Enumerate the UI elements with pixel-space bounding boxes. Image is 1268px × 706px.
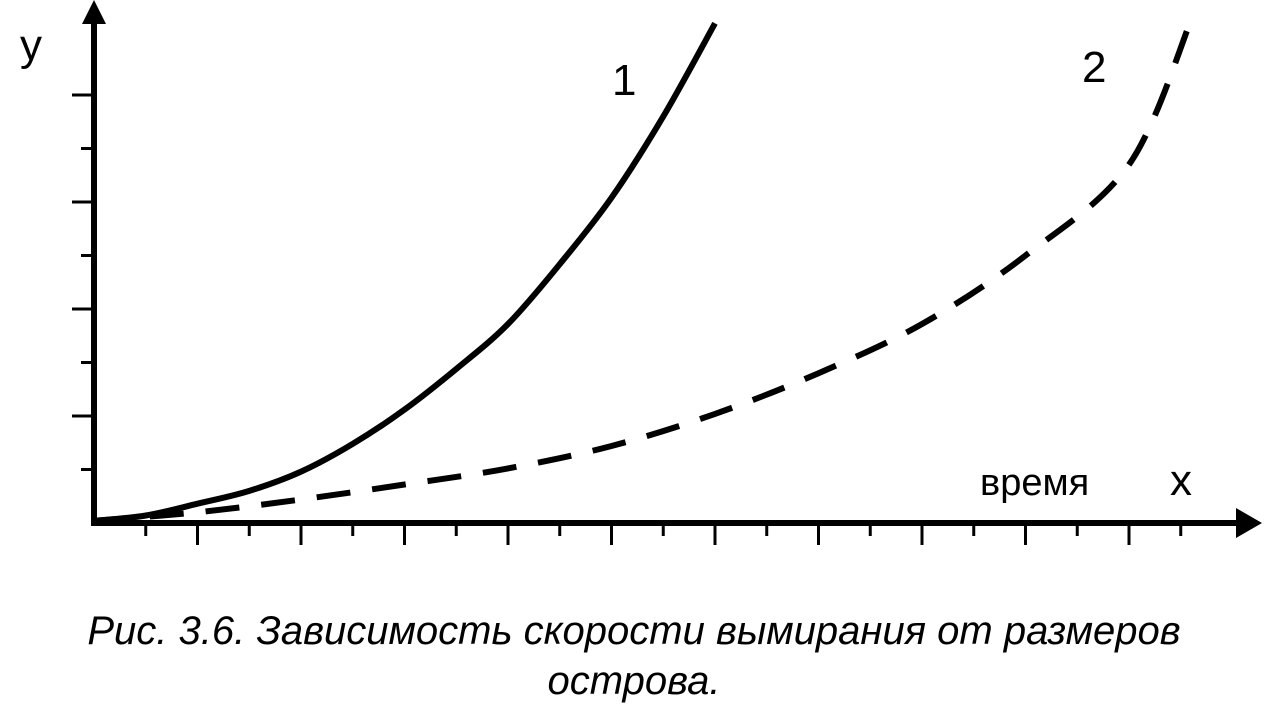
y-axis-label: y — [20, 21, 42, 70]
caption-line-1: Рис. 3.6. Зависимость скорости вымирания… — [87, 609, 1181, 653]
plot-area — [93, 18, 1194, 524]
series-label-1: 1 — [612, 56, 636, 105]
x-axis-label: x — [1170, 456, 1192, 505]
series-line-2 — [93, 18, 1194, 524]
series-line-1 — [93, 21, 718, 524]
figure-caption: Рис. 3.6. Зависимость скорости вымирания… — [0, 606, 1268, 706]
series-label-2: 2 — [1082, 43, 1106, 92]
time-annotation: время — [980, 462, 1089, 504]
y-axis-arrow — [82, 0, 106, 24]
caption-line-2: острова. — [547, 659, 721, 703]
x-axis-arrow — [1236, 508, 1262, 538]
